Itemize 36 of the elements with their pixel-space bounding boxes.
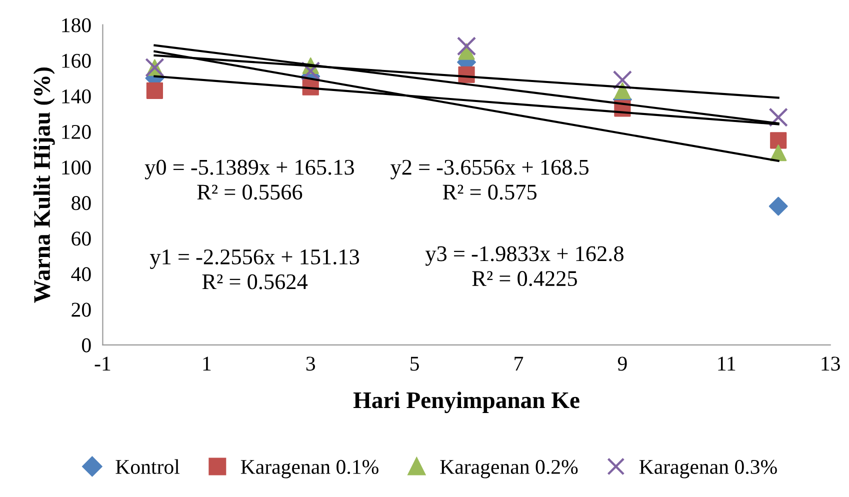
point	[456, 36, 476, 56]
legend-label: Karagenan 0.2%	[440, 460, 578, 478]
x-axis-title: Hari Penyimpanan Ke	[353, 392, 580, 414]
x-tick-label: 7	[514, 356, 524, 370]
x-tick-label: 9	[618, 356, 627, 371]
point	[146, 82, 163, 99]
y-tick-label: 120	[62, 124, 91, 139]
y-tick-label: 100	[62, 160, 91, 175]
y-tick-label: 20	[72, 302, 91, 317]
y-tick-label: 180	[62, 18, 91, 32]
y-tick-label: 80	[72, 196, 91, 210]
y-tick-label: 160	[62, 54, 91, 68]
annotation: y2 = -3.6556x + 168.5 R² = 0.575	[390, 160, 589, 200]
y-axis-title: Warna Kulit Hijau (%)	[33, 68, 55, 303]
point	[614, 82, 631, 99]
annotation: y1 = -2.2556x + 151.13 R² = 0.5624	[150, 249, 360, 290]
legend-label: Karagenan 0.1%	[240, 460, 378, 478]
point	[768, 108, 788, 127]
y-tick-label: 60	[72, 232, 91, 246]
legend-label: Karagenan 0.3%	[639, 460, 777, 478]
y-tick-label: 40	[71, 267, 91, 282]
y-tick-label: 0	[82, 338, 91, 352]
annotation: y3 = -1.9833x + 162.8 R² = 0.4225	[425, 246, 624, 286]
y-tick-label: 140	[62, 89, 91, 104]
point	[300, 61, 320, 81]
x-tick-label: 13	[822, 356, 840, 371]
point	[612, 70, 632, 90]
x-tick-label: 5	[410, 356, 419, 371]
x-tick-label: 3	[306, 356, 316, 371]
point	[770, 132, 787, 149]
x-tick-label: 11	[718, 356, 736, 370]
point	[768, 196, 788, 216]
x-tick-label: 1	[203, 356, 211, 370]
legend-label: Kontrol	[116, 459, 180, 474]
annotation: y0 = -5.1389x + 165.13 R² = 0.5566	[144, 160, 354, 200]
x-tick-label: -1	[94, 356, 110, 370]
